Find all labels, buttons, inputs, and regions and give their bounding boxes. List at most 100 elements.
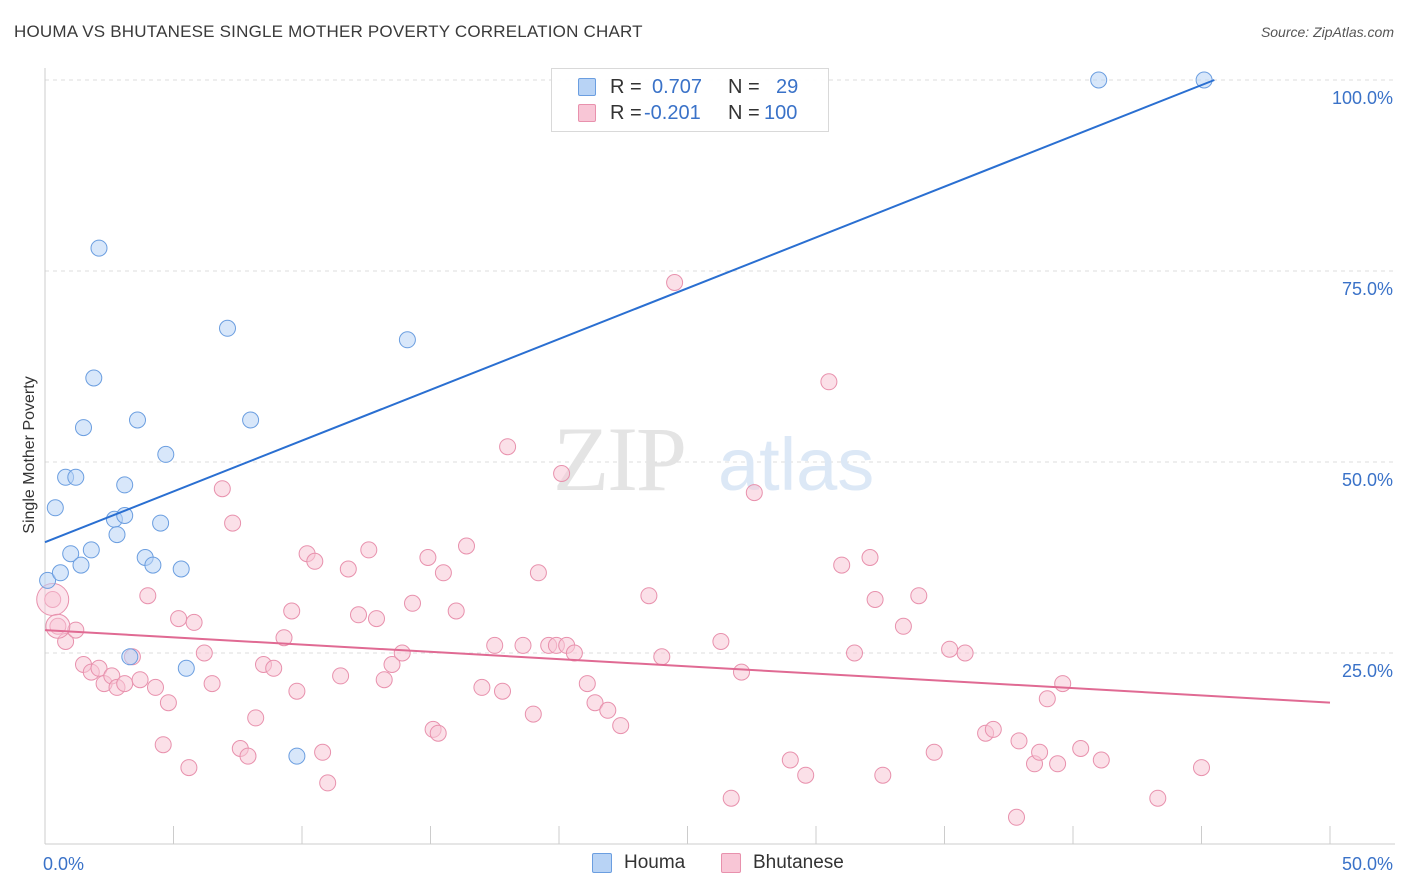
bhutanese-point <box>170 610 188 628</box>
bhutanese-point <box>578 675 596 693</box>
houma-point <box>288 747 306 765</box>
bhutanese-point <box>514 636 532 654</box>
bhutanese-point <box>820 373 838 391</box>
bhutanese-point <box>275 629 293 647</box>
bhutanese-point <box>894 617 912 635</box>
bhutanese-point-cluster <box>36 583 70 617</box>
houma-point <box>157 445 175 463</box>
houma-point <box>152 514 170 532</box>
stats-legend: R = 0.707 N = 29 R = -0.201 N = 100 <box>551 68 829 132</box>
houma-point <box>144 556 162 574</box>
bhutanese-point <box>393 644 411 662</box>
bhutanese-point-cluster <box>45 613 71 639</box>
bhutanese-point <box>185 613 203 631</box>
bottom-legend-label-houma: Houma <box>624 852 686 873</box>
bhutanese-point <box>116 675 134 693</box>
legend-swatch-houma <box>578 78 596 96</box>
y-tick-label: 100.0% <box>1332 88 1393 108</box>
bhutanese-point <box>586 694 604 712</box>
bhutanese-point <box>265 659 283 677</box>
bhutanese-point <box>781 751 799 769</box>
bhutanese-point <box>67 621 85 639</box>
houma-point <box>177 659 195 677</box>
bhutanese-point <box>553 465 571 482</box>
legend-r-value: -0.201 <box>644 102 701 124</box>
bottom-legend-label-bhutanese: Bhutanese <box>753 852 844 873</box>
bhutanese-point <box>1092 751 1110 769</box>
legend-n-value: 29 <box>776 76 799 98</box>
houma-point <box>398 331 416 349</box>
legend-n-value: 100 <box>764 102 798 124</box>
bhutanese-point <box>375 671 393 689</box>
bhutanese-trend-line <box>44 629 1331 704</box>
houma-point <box>82 541 100 559</box>
bhutanese-point <box>131 671 149 689</box>
bhutanese-point <box>1054 675 1072 693</box>
bhutanese-point <box>404 594 421 612</box>
bhutanese-point <box>319 774 337 792</box>
bhutanese-point <box>941 640 959 658</box>
bhutanese-point <box>956 644 974 662</box>
bhutanese-point <box>154 736 172 754</box>
x-tick-labels: 0.0% 50.0% <box>43 854 1393 874</box>
watermark-atlas: atlas <box>718 423 874 506</box>
houma-point <box>51 564 69 582</box>
legend-swatch-bhutanese <box>578 104 596 122</box>
houma-point <box>172 560 190 578</box>
bhutanese-point <box>861 549 879 566</box>
y-axis-label: Single Mother Poverty <box>21 376 38 533</box>
bhutanese-point <box>90 659 108 677</box>
y-tick-label: 50.0% <box>1342 470 1393 490</box>
source-label: Source: ZipAtlas.com <box>1260 24 1394 40</box>
bhutanese-point <box>866 591 884 608</box>
houma-point <box>129 411 146 429</box>
bhutanese-point <box>434 564 452 582</box>
bhutanese-point <box>224 514 242 532</box>
houma-point <box>1090 71 1108 89</box>
houma-point <box>219 319 236 337</box>
bhutanese-point <box>419 549 437 566</box>
bhutanese-point <box>499 438 517 456</box>
bhutanese-point <box>203 675 221 693</box>
houma-point <box>67 468 85 486</box>
bhutanese-points <box>36 274 1210 826</box>
houma-point <box>62 545 80 563</box>
bhutanese-point <box>247 709 265 727</box>
bhutanese-point <box>383 656 401 673</box>
bhutanese-point <box>722 789 740 807</box>
bhutanese-point <box>1010 732 1028 750</box>
bhutanese-point <box>314 743 332 761</box>
bhutanese-point <box>195 644 213 662</box>
bhutanese-point <box>599 701 617 719</box>
bhutanese-point <box>1193 759 1210 777</box>
bhutanese-point <box>984 720 1002 738</box>
bhutanese-point <box>429 724 447 742</box>
bhutanese-point <box>239 747 257 765</box>
bhutanese-point <box>745 484 763 502</box>
bhutanese-point <box>494 682 511 700</box>
bhutanese-point <box>1149 789 1167 807</box>
legend-n-label: N = <box>728 76 760 98</box>
bhutanese-point <box>473 678 491 696</box>
trend-lines <box>44 79 1331 704</box>
bhutanese-point <box>1008 808 1025 826</box>
watermark: ZIP atlas <box>553 408 874 510</box>
bhutanese-point <box>910 587 928 605</box>
bhutanese-point <box>180 759 198 777</box>
legend-r-label: R = <box>610 76 642 98</box>
bhutanese-point <box>640 587 658 605</box>
gridlines <box>45 79 1395 654</box>
bhutanese-point <box>733 663 750 681</box>
bhutanese-point <box>529 564 547 582</box>
bhutanese-point <box>332 667 350 685</box>
bhutanese-point <box>712 633 730 650</box>
houma-point <box>242 411 260 429</box>
bottom-legend-bhutanese: Bhutanese <box>721 851 861 877</box>
houma-point <box>90 239 108 257</box>
houma-point <box>108 526 126 544</box>
bhutanese-point <box>833 556 851 574</box>
bhutanese-point <box>1031 743 1049 761</box>
bhutanese-point <box>213 480 231 498</box>
legend-n-label: N = <box>728 102 760 124</box>
